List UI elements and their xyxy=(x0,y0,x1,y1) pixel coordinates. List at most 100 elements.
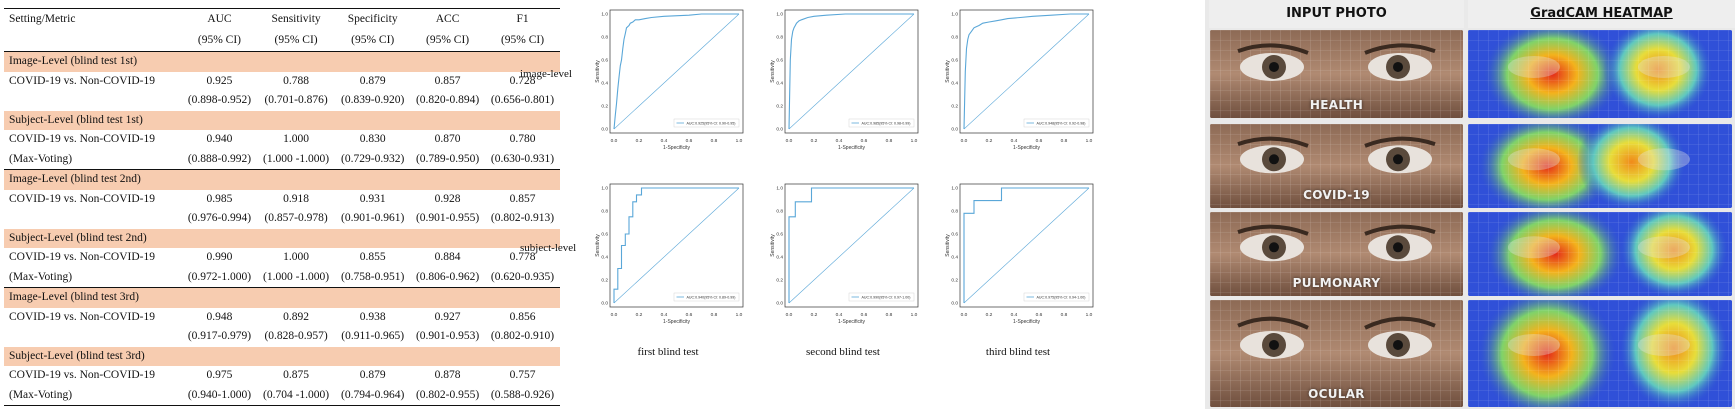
metric-cell: 0.931 xyxy=(359,192,386,205)
y-tick-label: 0.8 xyxy=(776,35,783,41)
x-tick-label: 0.2 xyxy=(636,138,643,144)
x-tick-label: 0.2 xyxy=(986,138,993,144)
row-label: COVID-19 vs. Non-COVID-19 xyxy=(9,133,155,146)
legend-box xyxy=(673,118,740,128)
metric-cell: 0.928 xyxy=(434,192,461,205)
table-row: (0.898-0.952) (0.701-0.876) (0.839-0.920) (… xyxy=(4,91,560,111)
x-tick-label: 0.4 xyxy=(661,312,668,318)
roc-plot-svg: 0.00.0 0.2 0.2 0.4 0.4 0.6 0.6 0.8 0.8 1.0 1.0 1-Sp… xyxy=(595,9,744,151)
x-tick-label: 0.0 xyxy=(611,312,618,318)
table-row: COVID-19 vs. Non-COVID-19 0.940 1.000 0.830… xyxy=(4,130,560,150)
roc-plot-svg: 0.00.0 0.2 0.2 0.4 0.4 0.6 0.6 0.8 0.8 1.0 1.0 1-Sp… xyxy=(770,9,919,151)
metric-cell: 0.975 xyxy=(206,369,233,382)
x-tick-label: 0.8 xyxy=(711,312,718,318)
table-row: COVID-19 vs. Non-COVID-19 0.975 0.875 0.879… xyxy=(4,366,560,386)
metric-cell: (0.901-0.955) xyxy=(415,212,480,225)
roc-plot-svg: 0.00.0 0.2 0.2 0.4 0.4 0.6 0.6 0.8 0.8 1.0 1.0 1-Sp… xyxy=(945,9,1094,151)
metric-cell: (1.000 -1.000) xyxy=(263,270,330,283)
x-tick-label: 1.0 xyxy=(911,312,918,318)
x-tick-label: 0.8 xyxy=(1061,312,1068,318)
metric-cell: (0.901-0.953) xyxy=(415,330,480,343)
col-header-sensitivity: Sensitivity xyxy=(256,8,336,30)
metric-cell: 0.884 xyxy=(434,251,461,264)
metric-cell: (0.888-0.992) xyxy=(187,152,252,165)
x-tick-label: 0.6 xyxy=(861,312,868,318)
x-tick-label: 0.4 xyxy=(836,312,843,318)
photo-class-label: PULMONARY xyxy=(1292,276,1381,290)
metric-cell: 0.879 xyxy=(359,74,386,87)
y-axis-label: Sensitivity xyxy=(945,60,951,83)
col-header-auc: AUC xyxy=(182,8,257,30)
chance-diagonal xyxy=(963,187,1090,304)
x-tick-label: 0.6 xyxy=(686,312,693,318)
metric-cell: (0.806-0.962) xyxy=(415,270,480,283)
metric-cell: 0.778 xyxy=(509,251,536,264)
x-tick-label: 1.0 xyxy=(736,138,743,144)
metric-cell: 0.879 xyxy=(359,369,386,382)
x-tick-label: 0.8 xyxy=(711,138,718,144)
metric-cell: (0.828-0.957) xyxy=(264,330,328,343)
gradcam-heatmap xyxy=(1468,212,1732,296)
metric-cell: (0.911-0.965) xyxy=(341,330,405,343)
col-subheader-ci: (95% CI) xyxy=(410,30,486,52)
plot-frame xyxy=(959,183,1094,308)
roc-chart-image-second: 0.0 0.0 0.2 0.2 0.4 0.4 0.6 0.6 0.8 0.8 1.0 1.0 1-Sp… xyxy=(765,9,920,160)
row-label: COVID-19 vs. Non-COVID-19 xyxy=(9,192,155,205)
gradcam-heatmap xyxy=(1468,124,1732,208)
y-tick-label: 0.4 xyxy=(776,81,783,87)
y-tick-label: 0.0 xyxy=(601,127,608,133)
col-header-acc: ACC xyxy=(410,8,486,30)
table-row: (Max-Voting) (0.888-0.992) (1.000 -1.000) (… xyxy=(4,150,560,170)
x-tick-label: 0.0 xyxy=(961,312,968,318)
chance-diagonal xyxy=(788,187,915,304)
metric-cell: 0.857 xyxy=(509,192,536,205)
metric-cell: 0.892 xyxy=(283,310,309,323)
section-title: Image-Level (blind test 1st) xyxy=(4,51,560,72)
y-tick-label: 0.6 xyxy=(601,232,608,238)
input-photo: PULMONARY xyxy=(1210,212,1463,296)
row-label: COVID-19 vs. Non-COVID-19 xyxy=(9,369,155,382)
metric-cell: 0.728 xyxy=(509,74,536,87)
table-row: (0.976-0.994) (0.857-0.978) (0.901-0.961) (… xyxy=(4,209,560,229)
x-tick-label: 0.4 xyxy=(1011,138,1018,144)
metric-cell: 0.878 xyxy=(434,369,461,382)
x-axis-label: 1-Specificity xyxy=(1013,319,1040,325)
x-tick-label: 0.2 xyxy=(986,312,993,318)
legend-box xyxy=(673,292,740,302)
roc-chart-image-first: 0.0 0.0 0.2 0.2 0.4 0.4 0.6 0.6 0.8 0.8 1.0 1.0 1-Sp… xyxy=(590,9,745,160)
input-photo: OCULAR xyxy=(1210,300,1463,407)
x-axis-label: 1-Specificity xyxy=(838,319,865,325)
metric-cell: 0.780 xyxy=(509,133,536,146)
roc-curve xyxy=(613,13,739,130)
y-tick-label: 0.2 xyxy=(601,104,608,110)
y-tick-label: 0.4 xyxy=(951,81,958,87)
x-tick-label: 1.0 xyxy=(911,138,918,144)
table-section-header: Image-Level (blind test 3rd) xyxy=(4,287,560,308)
metric-cell: (0.794-0.964) xyxy=(335,385,411,406)
y-tick-label: 0.4 xyxy=(951,255,958,261)
table-section-header: Image-Level (blind test 2nd) xyxy=(4,169,560,190)
col-subheader-ci: (95% CI) xyxy=(182,30,257,52)
x-tick-label: 0.8 xyxy=(1061,138,1068,144)
x-tick-label: 1.0 xyxy=(1086,138,1093,144)
y-axis-label: Sensitivity xyxy=(770,234,776,257)
x-tick-label: 1.0 xyxy=(1086,312,1093,318)
y-tick-label: 0.6 xyxy=(601,58,608,64)
row-label-image-level: image-level xyxy=(520,68,572,80)
y-tick-label: 0.2 xyxy=(951,278,958,284)
plot-frame xyxy=(784,183,919,308)
roc-plot-svg: 0.00.0 0.2 0.2 0.4 0.4 0.6 0.6 0.8 0.8 1.0 1.0 1-Sp… xyxy=(945,183,1094,325)
y-tick-label: 1.0 xyxy=(951,12,958,18)
col-header-f1: F1 xyxy=(485,8,560,30)
y-axis-label: Sensitivity xyxy=(595,60,601,83)
y-tick-label: 0.2 xyxy=(601,278,608,284)
row-label-subject-level: subject-level xyxy=(520,242,577,254)
row-label: (Max-Voting) xyxy=(4,385,182,406)
y-tick-label: 0.8 xyxy=(951,209,958,215)
input-photo: COVID-19 xyxy=(1210,124,1463,208)
table-row: (Max-Voting) (0.972-1.000) (1.000 -1.000) (… xyxy=(4,268,560,288)
metric-cell: (1.000 -1.000) xyxy=(263,152,330,165)
metric-cell: 0.830 xyxy=(359,133,386,146)
y-tick-label: 1.0 xyxy=(951,186,958,192)
legend-box xyxy=(1023,118,1090,128)
